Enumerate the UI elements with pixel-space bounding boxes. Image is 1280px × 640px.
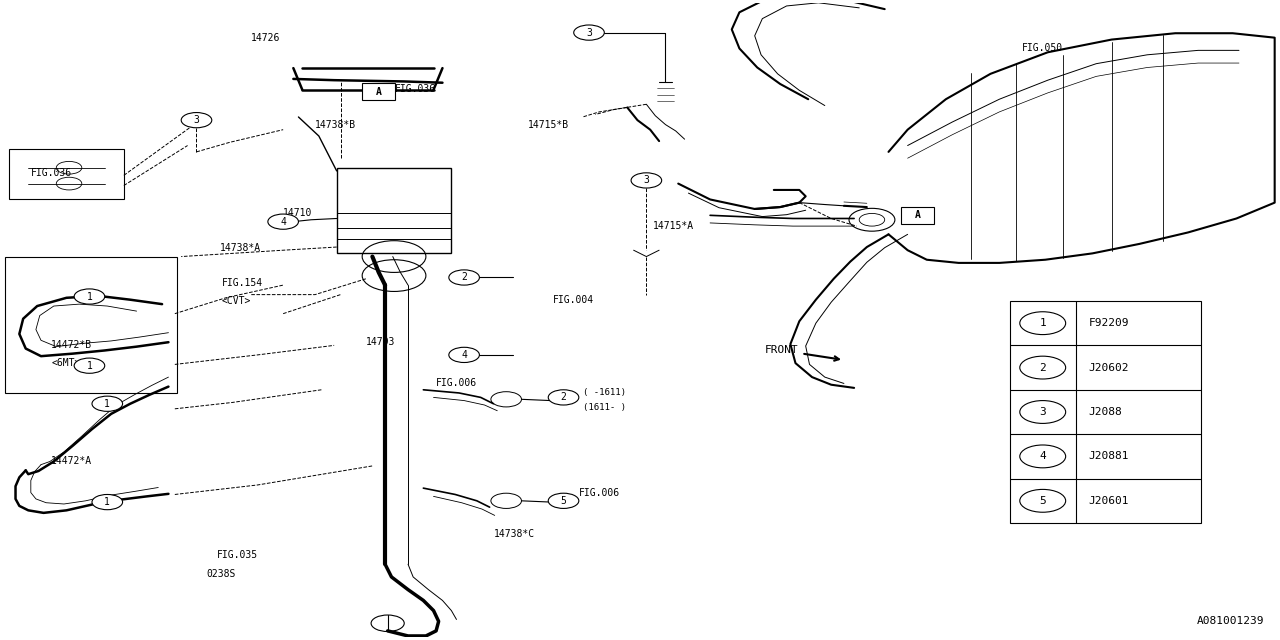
Circle shape (1020, 445, 1066, 468)
Text: A081001239: A081001239 (1197, 616, 1265, 626)
Text: FIG.036: FIG.036 (31, 168, 72, 178)
Text: 4: 4 (280, 217, 287, 227)
Text: 5: 5 (561, 496, 567, 506)
Circle shape (548, 390, 579, 405)
Text: 1: 1 (87, 361, 92, 371)
Text: FIG.004: FIG.004 (553, 294, 594, 305)
Circle shape (74, 358, 105, 373)
Text: 14738*B: 14738*B (315, 120, 356, 129)
Text: F92209: F92209 (1088, 318, 1129, 328)
Circle shape (1020, 401, 1066, 424)
Text: (1611- ): (1611- ) (582, 403, 626, 412)
Text: 14793: 14793 (366, 337, 396, 348)
Circle shape (631, 173, 662, 188)
Circle shape (1020, 490, 1066, 512)
Text: 3: 3 (1039, 407, 1046, 417)
Circle shape (548, 493, 579, 508)
Circle shape (371, 615, 404, 632)
Circle shape (92, 396, 123, 412)
Text: FIG.050: FIG.050 (1023, 44, 1064, 54)
Text: 1: 1 (1039, 318, 1046, 328)
Bar (5, 257, 178, 393)
Circle shape (492, 493, 521, 508)
Text: 14710: 14710 (283, 209, 312, 218)
Text: FIG.006: FIG.006 (436, 378, 477, 388)
Text: 1: 1 (105, 497, 110, 507)
Text: <CVT>: <CVT> (221, 296, 251, 306)
Text: <6MT>: <6MT> (51, 358, 81, 368)
Text: 14472*A: 14472*A (51, 456, 92, 466)
Text: 14738*C: 14738*C (493, 529, 535, 540)
Circle shape (182, 113, 211, 128)
Text: 4: 4 (1039, 451, 1046, 461)
Circle shape (1020, 356, 1066, 379)
FancyBboxPatch shape (901, 207, 934, 223)
Circle shape (492, 392, 521, 407)
Circle shape (74, 289, 105, 304)
Text: 4: 4 (461, 350, 467, 360)
Text: 2: 2 (561, 392, 567, 403)
Circle shape (449, 348, 480, 362)
Text: 14715*B: 14715*B (527, 120, 570, 129)
Text: 2: 2 (461, 273, 467, 282)
Text: 3: 3 (644, 175, 649, 186)
Bar (9, 148, 124, 200)
Text: J20881: J20881 (1088, 451, 1129, 461)
FancyBboxPatch shape (362, 83, 396, 100)
Text: FIG.036: FIG.036 (396, 84, 436, 94)
Text: 5: 5 (1039, 496, 1046, 506)
Text: FIG.035: FIG.035 (216, 550, 259, 560)
Text: 3: 3 (193, 115, 200, 125)
Text: J20601: J20601 (1088, 496, 1129, 506)
Bar (1010, 301, 1201, 523)
Text: 14738*A: 14738*A (219, 243, 261, 253)
Text: 1: 1 (87, 292, 92, 301)
Text: 1: 1 (105, 399, 110, 409)
Text: 14715*A: 14715*A (653, 221, 694, 231)
Text: 0238S: 0238S (206, 569, 236, 579)
Text: J2088: J2088 (1088, 407, 1123, 417)
Circle shape (849, 209, 895, 231)
Text: FRONT: FRONT (765, 346, 838, 361)
Text: A: A (915, 211, 920, 220)
Bar (337, 168, 452, 253)
Text: FIG.154: FIG.154 (221, 278, 264, 288)
Text: FIG.006: FIG.006 (579, 488, 620, 497)
Text: J20602: J20602 (1088, 363, 1129, 372)
Text: 3: 3 (586, 28, 591, 38)
Circle shape (449, 270, 480, 285)
Circle shape (92, 495, 123, 509)
Circle shape (573, 25, 604, 40)
Text: ( -1611): ( -1611) (582, 388, 626, 397)
Text: 2: 2 (1039, 363, 1046, 372)
Text: 14726: 14726 (251, 33, 280, 43)
Text: A: A (376, 86, 381, 97)
Circle shape (1020, 312, 1066, 335)
Text: 14472*B: 14472*B (51, 340, 92, 350)
Circle shape (268, 214, 298, 229)
